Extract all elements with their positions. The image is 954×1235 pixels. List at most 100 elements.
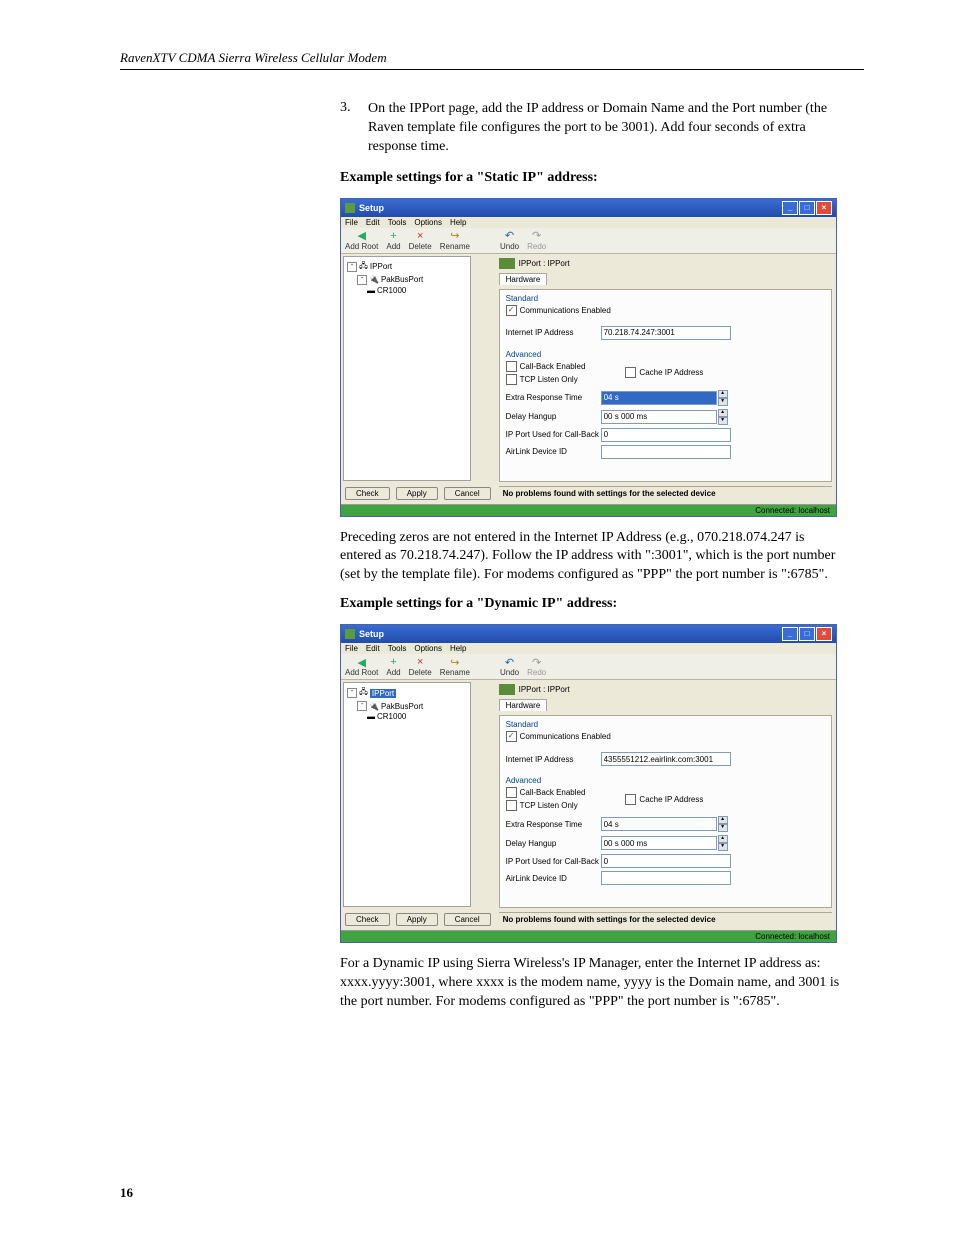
- menu-file[interactable]: File: [345, 218, 358, 227]
- tree-collapse-icon[interactable]: -: [347, 688, 357, 698]
- tree-pakbus[interactable]: PakBusPort: [381, 275, 423, 284]
- minimize-button[interactable]: _: [782, 201, 798, 215]
- path-icon: [499, 684, 515, 695]
- callback-port-label: IP Port Used for Call-Back: [506, 857, 601, 866]
- spinner-down[interactable]: ▼: [718, 398, 728, 406]
- app-icon: [345, 629, 355, 639]
- tree-collapse-icon[interactable]: -: [357, 275, 367, 285]
- tab-hardware[interactable]: Hardware: [499, 699, 548, 711]
- dynamic-ip-explanation: For a Dynamic IP using Sierra Wireless's…: [340, 955, 844, 1012]
- close-button[interactable]: ×: [816, 627, 832, 641]
- menu-file[interactable]: File: [345, 644, 358, 653]
- callback-label: Call-Back Enabled: [520, 362, 586, 371]
- spinner-down[interactable]: ▼: [718, 417, 728, 425]
- section-standard: Standard: [506, 294, 825, 303]
- cache-ip-checkbox[interactable]: [625, 367, 636, 378]
- toolbar-rename[interactable]: ↪Rename: [440, 656, 470, 677]
- toolbar-undo[interactable]: ↶Undo: [500, 656, 519, 677]
- tree-collapse-icon[interactable]: -: [357, 701, 367, 711]
- callback-port-input[interactable]: [601, 428, 731, 442]
- toolbar-delete[interactable]: ×Delete: [409, 230, 432, 251]
- toolbar-add[interactable]: +Add: [386, 656, 400, 677]
- menu-options[interactable]: Options: [414, 644, 442, 653]
- delay-hangup-input[interactable]: [601, 836, 717, 850]
- tree-pakbus[interactable]: PakBusPort: [381, 702, 423, 711]
- maximize-button[interactable]: □: [799, 201, 815, 215]
- menu-help[interactable]: Help: [450, 644, 466, 653]
- tree-collapse-icon[interactable]: -: [347, 262, 357, 272]
- menu-edit[interactable]: Edit: [366, 644, 380, 653]
- menu-options[interactable]: Options: [414, 218, 442, 227]
- comm-enabled-checkbox[interactable]: ✓: [506, 305, 517, 316]
- airlink-label: AirLink Device ID: [506, 447, 601, 456]
- callback-checkbox[interactable]: [506, 787, 517, 798]
- heading-dynamic-ip: Example settings for a "Dynamic IP" addr…: [340, 595, 844, 614]
- network-icon: 🖧: [359, 686, 368, 700]
- extra-response-input[interactable]: [601, 391, 717, 405]
- spinner-up[interactable]: ▲: [718, 835, 728, 843]
- tree-cr1000[interactable]: CR1000: [377, 286, 406, 295]
- tab-hardware[interactable]: Hardware: [499, 273, 548, 285]
- spinner-up[interactable]: ▲: [718, 390, 728, 398]
- internet-ip-label: Internet IP Address: [506, 328, 601, 337]
- heading-static-ip: Example settings for a "Static IP" addre…: [340, 169, 844, 188]
- close-button[interactable]: ×: [816, 201, 832, 215]
- apply-button[interactable]: Apply: [396, 913, 438, 926]
- callback-checkbox[interactable]: [506, 361, 517, 372]
- toolbar-undo[interactable]: ↶Undo: [500, 230, 519, 251]
- airlink-label: AirLink Device ID: [506, 874, 601, 883]
- toolbar-add[interactable]: +Add: [386, 230, 400, 251]
- window-title: Setup: [359, 203, 782, 213]
- device-tree[interactable]: -🖧IPPort -🔌PakBusPort ▬CR1000: [343, 682, 471, 907]
- tcp-listen-label: TCP Listen Only: [520, 801, 578, 810]
- tree-ipport[interactable]: IPPort: [370, 262, 392, 271]
- delay-hangup-input[interactable]: [601, 410, 717, 424]
- cancel-button[interactable]: Cancel: [444, 913, 491, 926]
- step-3: 3. On the IPPort page, add the IP addres…: [340, 100, 844, 157]
- status-message: No problems found with settings for the …: [499, 912, 832, 926]
- check-button[interactable]: Check: [345, 487, 390, 500]
- path-label: IPPort : IPPort: [519, 259, 570, 268]
- menu-help[interactable]: Help: [450, 218, 466, 227]
- menu-tools[interactable]: Tools: [388, 218, 407, 227]
- apply-button[interactable]: Apply: [396, 487, 438, 500]
- spinner-up[interactable]: ▲: [718, 816, 728, 824]
- page-number: 16: [120, 1185, 133, 1201]
- device-tree[interactable]: -🖧IPPort -🔌PakBusPort ▬CR1000: [343, 256, 471, 481]
- extra-response-label: Extra Response Time: [506, 820, 601, 829]
- toolbar: ◀Add Root +Add ×Delete ↪Rename ↶Undo ↷Re…: [341, 228, 836, 254]
- tree-cr1000[interactable]: CR1000: [377, 712, 406, 721]
- comm-enabled-checkbox[interactable]: ✓: [506, 731, 517, 742]
- toolbar-rename[interactable]: ↪Rename: [440, 230, 470, 251]
- toolbar: ◀Add Root +Add ×Delete ↪Rename ↶Undo ↷Re…: [341, 654, 836, 680]
- menu-edit[interactable]: Edit: [366, 218, 380, 227]
- extra-response-label: Extra Response Time: [506, 393, 601, 402]
- callback-port-input[interactable]: [601, 854, 731, 868]
- check-button[interactable]: Check: [345, 913, 390, 926]
- spinner-up[interactable]: ▲: [718, 409, 728, 417]
- app-icon: [345, 203, 355, 213]
- toolbar-add-root[interactable]: ◀Add Root: [345, 230, 378, 251]
- spinner-down[interactable]: ▼: [718, 843, 728, 851]
- tcp-listen-checkbox[interactable]: [506, 374, 517, 385]
- tcp-listen-checkbox[interactable]: [506, 800, 517, 811]
- cache-ip-checkbox[interactable]: [625, 794, 636, 805]
- section-standard: Standard: [506, 720, 825, 729]
- setup-window-static: Setup _ □ × File Edit Tools Options Help…: [340, 198, 837, 517]
- airlink-input[interactable]: [601, 871, 731, 885]
- internet-ip-input[interactable]: [601, 752, 731, 766]
- toolbar-delete[interactable]: ×Delete: [409, 656, 432, 677]
- minimize-button[interactable]: _: [782, 627, 798, 641]
- maximize-button[interactable]: □: [799, 627, 815, 641]
- path-label: IPPort : IPPort: [519, 685, 570, 694]
- cancel-button[interactable]: Cancel: [444, 487, 491, 500]
- toolbar-add-root[interactable]: ◀Add Root: [345, 656, 378, 677]
- spinner-down[interactable]: ▼: [718, 824, 728, 832]
- menu-tools[interactable]: Tools: [388, 644, 407, 653]
- internet-ip-input[interactable]: [601, 326, 731, 340]
- device-icon: ▬: [367, 712, 375, 721]
- extra-response-input[interactable]: [601, 817, 717, 831]
- tree-ipport[interactable]: IPPort: [370, 689, 396, 698]
- airlink-input[interactable]: [601, 445, 731, 459]
- delay-hangup-label: Delay Hangup: [506, 412, 601, 421]
